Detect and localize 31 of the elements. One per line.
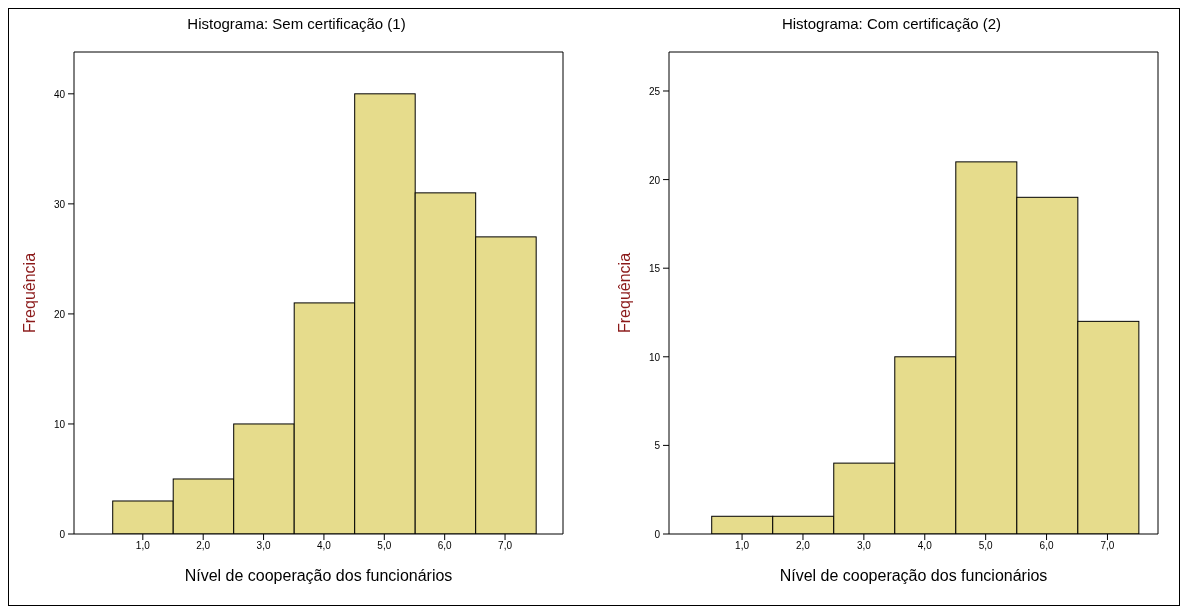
x-tick-label: 2,0	[796, 540, 811, 552]
y-axis-title: Frequência	[20, 252, 38, 334]
chart-title: Histograma: Com certificação (2)	[780, 15, 1003, 34]
x-tick-label: 5,0	[978, 540, 994, 552]
y-tick-label: 30	[53, 198, 66, 210]
y-tick-label: 10	[648, 351, 661, 363]
x-tick-label: 4,0	[917, 540, 933, 552]
y-tick-label: 0	[59, 529, 66, 540]
x-tick-label: 2,0	[196, 540, 211, 552]
x-tick-label: 6,0	[1039, 540, 1054, 552]
x-tick-label: 3,0	[856, 540, 872, 552]
x-tick-label: 6,0	[437, 540, 453, 552]
y-tick-label: 15	[648, 263, 661, 275]
x-axis-title: Nível de cooperação dos funcionários	[184, 567, 453, 584]
y-tick-label: 25	[648, 85, 661, 97]
y-tick-label: 10	[53, 418, 66, 430]
x-tick-label: 5,0	[377, 540, 392, 552]
x-tick-label: 3,0	[256, 540, 271, 552]
y-tick-label: 5	[654, 440, 661, 452]
x-tick-label: 1,0	[135, 540, 151, 552]
x-tick-label: 4,0	[316, 540, 332, 552]
y-axis-title: Frequência	[615, 252, 633, 334]
x-tick-label: 1,0	[735, 540, 750, 552]
chart-title: Histograma: Sem certificação (1)	[186, 15, 407, 34]
y-tick-label: 20	[53, 308, 66, 320]
x-axis-title: Nível de cooperação dos funcionários	[779, 567, 1048, 584]
y-tick-label: 0	[654, 529, 661, 540]
y-tick-label: 40	[53, 88, 66, 100]
x-tick-label: 7,0	[1100, 540, 1115, 552]
x-tick-label: 7,0	[498, 540, 513, 552]
y-tick-label: 20	[648, 174, 661, 186]
